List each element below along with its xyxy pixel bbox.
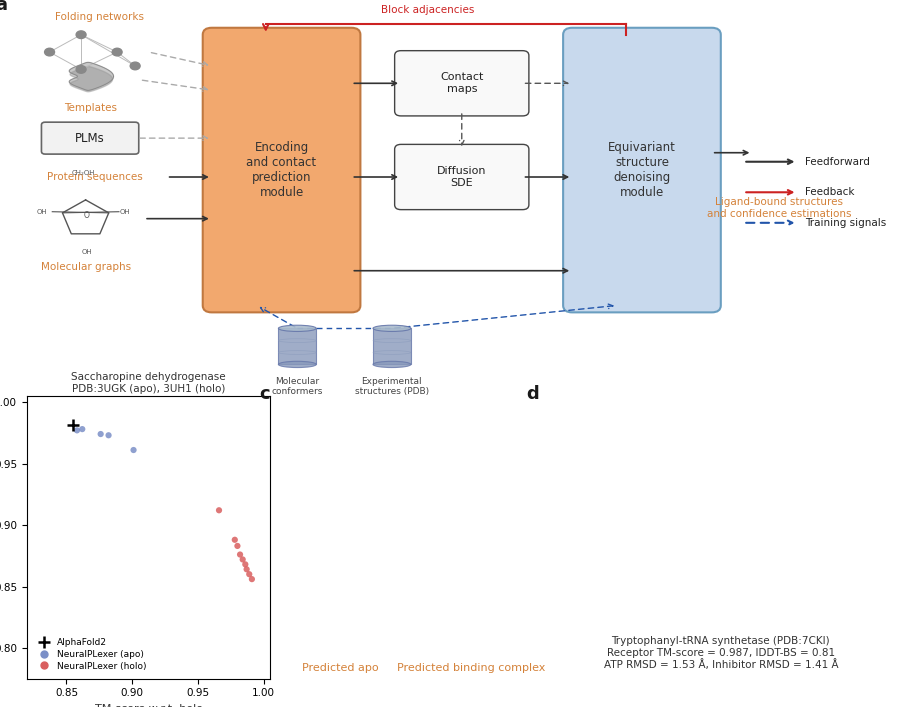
FancyBboxPatch shape xyxy=(563,28,721,312)
Point xyxy=(245,573,259,585)
Title: Saccharopine dehydrogenase
PDB:3UGK (apo), 3UH1 (holo): Saccharopine dehydrogenase PDB:3UGK (apo… xyxy=(71,372,226,394)
Point xyxy=(126,445,141,456)
Circle shape xyxy=(76,31,86,38)
Point xyxy=(75,423,89,435)
Text: CH₂OH: CH₂OH xyxy=(72,170,96,175)
FancyBboxPatch shape xyxy=(373,328,411,364)
Circle shape xyxy=(45,48,55,56)
Circle shape xyxy=(131,62,141,70)
Text: Feedforward: Feedforward xyxy=(805,157,869,167)
Text: Folding networks: Folding networks xyxy=(55,12,143,23)
Ellipse shape xyxy=(373,325,411,332)
Text: a: a xyxy=(0,0,7,14)
Point xyxy=(69,425,84,436)
Text: PLMs: PLMs xyxy=(75,132,105,145)
Text: Molecular graphs: Molecular graphs xyxy=(41,262,131,272)
Text: Encoding
and contact
prediction
module: Encoding and contact prediction module xyxy=(247,141,316,199)
Point xyxy=(238,559,252,570)
Ellipse shape xyxy=(373,361,411,368)
Text: OH: OH xyxy=(36,209,47,215)
Text: OH: OH xyxy=(120,209,131,215)
Point xyxy=(231,540,245,551)
Point xyxy=(212,505,226,516)
Circle shape xyxy=(113,48,123,56)
Text: Protein sequences: Protein sequences xyxy=(47,172,142,182)
Ellipse shape xyxy=(278,325,316,332)
Ellipse shape xyxy=(278,361,316,368)
Text: Templates: Templates xyxy=(64,103,116,112)
Text: O: O xyxy=(84,211,89,220)
Circle shape xyxy=(76,66,86,74)
Text: Training signals: Training signals xyxy=(805,218,886,228)
Point xyxy=(228,534,242,545)
Text: c: c xyxy=(259,385,269,402)
FancyBboxPatch shape xyxy=(41,122,139,154)
Point xyxy=(101,430,115,441)
Text: Predicted binding complex: Predicted binding complex xyxy=(396,663,545,673)
Text: Block adjacencies: Block adjacencies xyxy=(381,5,475,16)
Point xyxy=(94,428,108,440)
Point xyxy=(242,568,257,580)
Text: Ligand-bound structures
and confidence estimations: Ligand-bound structures and confidence e… xyxy=(707,197,851,219)
Point xyxy=(235,554,250,565)
Legend: AlphaFold2, NeuralPLexer (apo), NeuralPLexer (holo): AlphaFold2, NeuralPLexer (apo), NeuralPL… xyxy=(32,635,150,674)
Text: Predicted apo: Predicted apo xyxy=(302,663,378,673)
FancyBboxPatch shape xyxy=(395,51,529,116)
Text: Molecular
conformers: Molecular conformers xyxy=(271,377,323,397)
FancyBboxPatch shape xyxy=(278,328,316,364)
Text: Experimental
structures (PDB): Experimental structures (PDB) xyxy=(355,377,429,397)
Text: OH: OH xyxy=(82,248,93,255)
Point xyxy=(240,563,254,575)
Text: Tryptophanyl-tRNA synthetase (PDB:7CKI)
Receptor TM-score = 0.987, lDDT-BS = 0.8: Tryptophanyl-tRNA synthetase (PDB:7CKI) … xyxy=(604,636,838,670)
Polygon shape xyxy=(69,62,114,90)
Text: Contact
maps: Contact maps xyxy=(440,73,484,94)
FancyBboxPatch shape xyxy=(203,28,360,312)
Text: Diffusion
SDE: Diffusion SDE xyxy=(437,166,487,188)
X-axis label: TM-score w.r.t. holo: TM-score w.r.t. holo xyxy=(95,704,203,707)
Polygon shape xyxy=(70,66,113,92)
Point xyxy=(232,549,247,560)
FancyBboxPatch shape xyxy=(395,144,529,210)
Text: d: d xyxy=(526,385,539,402)
Text: Equivariant
structure
denoising
module: Equivariant structure denoising module xyxy=(608,141,676,199)
Text: Feedback: Feedback xyxy=(805,187,854,197)
